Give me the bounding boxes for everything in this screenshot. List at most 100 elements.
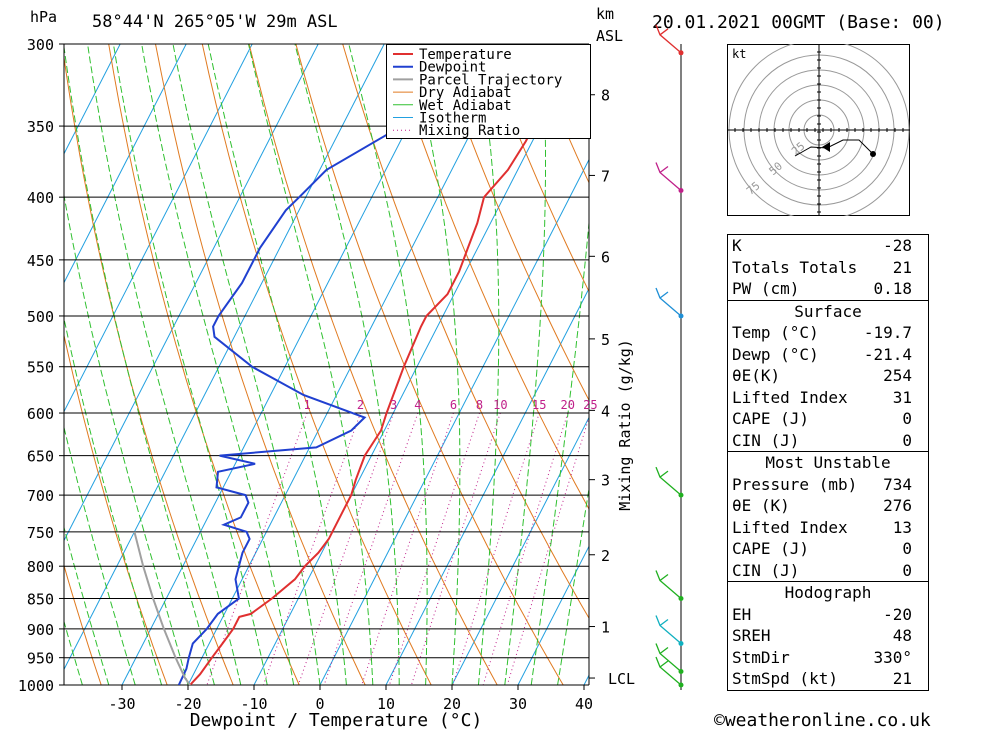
legend-label: Dewpoint xyxy=(419,60,486,76)
index-value: -20 xyxy=(883,604,912,624)
isotherm-line xyxy=(64,44,253,413)
pressure-tick-label: 450 xyxy=(27,252,54,270)
pressure-tick-label: 800 xyxy=(27,558,54,576)
x-tick-label: -10 xyxy=(240,695,267,713)
index-value: -19.7 xyxy=(863,323,912,342)
x-tick-label: -20 xyxy=(174,695,201,713)
mixing-ratio-line xyxy=(361,412,454,685)
index-label: CIN (J) xyxy=(732,430,800,450)
wet-adiabat-line xyxy=(530,217,589,685)
isotherm-line xyxy=(64,44,121,155)
surface-indices: Temp (°C) -19.7 Dewp (°C) -21.4 θE(K) 254 Lift… xyxy=(728,322,928,451)
km-tick-label: 3 xyxy=(601,472,610,490)
hodograph-indices: EH -20 SREH 48 StmDir 330° StmSpd (kt) 21 xyxy=(728,604,928,690)
pressure-tick-label: 950 xyxy=(27,650,54,668)
mixing-ratio-labels: 1 2 3 4 6 8 10 15 20 25 xyxy=(303,398,597,412)
mixing-ratio-label: 2 xyxy=(357,398,364,412)
mixing-ratio-label: 6 xyxy=(450,398,457,412)
legend-label: Dry Adiabat xyxy=(419,85,512,101)
x-tick-label: 40 xyxy=(575,695,593,713)
isotherm-line xyxy=(385,287,589,685)
wet-adiabat-line xyxy=(409,44,461,685)
indices-table: K -28 Totals Totals 21 PW (cm) 0.18 Surface T… xyxy=(727,234,929,691)
legend-label: Isotherm xyxy=(419,111,486,127)
pressure-tick-label: 500 xyxy=(27,308,54,326)
index-row: Temp (°C) -19.7 xyxy=(728,322,928,344)
copyright-label: ©weatheronline.co.uk xyxy=(714,710,931,731)
mixing-ratio-line xyxy=(297,412,395,685)
wet-adiabat-line xyxy=(64,425,136,685)
date-run-label: 20.01.2021 00GMT (Base: 00) xyxy=(652,12,945,33)
index-value: 13 xyxy=(892,517,912,537)
dry-adiabat-line xyxy=(155,44,366,685)
mixing-ratio-line xyxy=(506,415,589,685)
x-tick-label: -30 xyxy=(108,695,135,713)
mixing-ratio-label: 3 xyxy=(390,398,397,412)
index-row: CIN (J) 0 xyxy=(728,430,928,452)
isotherm-line xyxy=(451,416,589,685)
km-tick-label: 1 xyxy=(601,619,610,637)
mixing-ratio-axis-title: Mixing Ratio (g/kg) xyxy=(616,339,634,511)
index-row: StmSpd (kt) 21 xyxy=(728,668,928,690)
index-label: StmSpd (kt) xyxy=(732,669,838,688)
dry-adiabat-line xyxy=(435,44,589,402)
mixing-ratio-line xyxy=(452,412,540,685)
isotherm-line xyxy=(253,44,583,685)
wind-barb xyxy=(655,24,682,54)
surface-header: Surface xyxy=(728,299,928,323)
isotherm-line xyxy=(319,158,589,685)
dry-adiabat-line xyxy=(670,44,720,685)
wet-adiabat-line xyxy=(207,44,347,685)
index-value: 276 xyxy=(883,496,912,515)
index-value: 48 xyxy=(892,626,912,645)
index-row: K -28 xyxy=(728,235,928,257)
index-row: CAPE (J) 0 xyxy=(728,538,928,560)
hodograph-ring-label: 75 xyxy=(744,179,763,197)
wind-barbs xyxy=(655,24,684,690)
mixing-ratio-line xyxy=(323,412,419,685)
series-dewpoint xyxy=(177,44,491,685)
background-lines xyxy=(64,44,720,685)
wind-barb xyxy=(655,287,682,317)
wet-adiabat-line xyxy=(294,44,400,685)
axis-labels: 3003504004505005506006507007508008509009… xyxy=(18,36,593,713)
index-value: 0 xyxy=(902,560,912,580)
index-label: EH xyxy=(732,604,752,624)
most-unstable-header: Most Unstable xyxy=(728,451,928,474)
index-value: 31 xyxy=(892,387,912,407)
pressure-tick-label: 350 xyxy=(27,118,54,136)
index-value: 0 xyxy=(902,430,912,450)
wind-barb xyxy=(655,162,682,191)
skewt-chart: 3003504004505005506006507007508008509009… xyxy=(18,24,720,731)
mixing-ratio-label: 8 xyxy=(476,398,483,412)
dry-adiabat-line xyxy=(623,44,720,685)
wind-barb xyxy=(655,466,682,496)
wind-barb xyxy=(655,643,682,673)
index-row: StmDir 330° xyxy=(728,647,928,669)
legend-label: Wet Adiabat xyxy=(419,98,512,114)
location-label: 58°44'N 265°05'W 29m ASL xyxy=(92,12,338,32)
dry-adiabat-line xyxy=(64,563,102,685)
hodograph-unit: kt xyxy=(732,47,746,61)
pressure-tick-label: 900 xyxy=(27,621,54,639)
hodograph-header: Hodograph xyxy=(728,581,928,604)
pressure-tick-label: 550 xyxy=(27,359,54,377)
index-label: θE(K) xyxy=(732,366,781,385)
index-value: 21 xyxy=(892,669,912,688)
x-tick-label: 0 xyxy=(315,695,324,713)
index-row: EH -20 xyxy=(728,604,928,626)
index-label: StmDir xyxy=(732,647,790,667)
index-label: Temp (°C) xyxy=(732,323,819,342)
index-row: PW (cm) 0.18 xyxy=(728,278,928,300)
wet-adiabat-line xyxy=(348,44,428,685)
index-value: 0.18 xyxy=(873,279,912,298)
wet-adiabat-line xyxy=(557,485,589,685)
index-row: Pressure (mb) 734 xyxy=(728,474,928,496)
index-label: PW (cm) xyxy=(732,279,800,298)
km-tick-label: 6 xyxy=(601,248,610,266)
index-value: -28 xyxy=(883,236,912,255)
wet-adiabat-line xyxy=(87,44,242,685)
